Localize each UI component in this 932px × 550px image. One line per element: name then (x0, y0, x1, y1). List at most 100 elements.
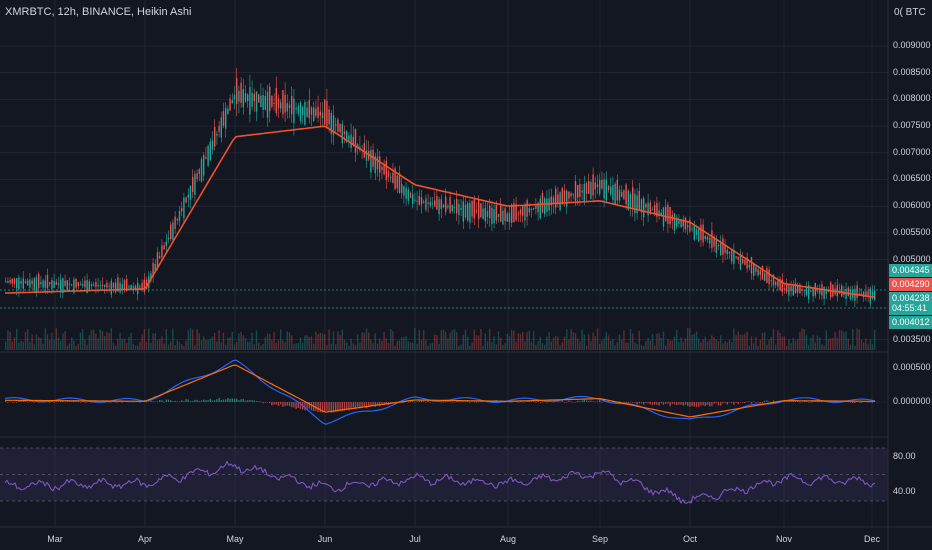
volume-bar (317, 334, 319, 350)
candle-body (282, 90, 284, 115)
candle-body (374, 156, 376, 173)
candle-body (599, 180, 601, 194)
candle-body (319, 111, 321, 116)
macd-histogram-bar (7, 402, 9, 403)
rsi-panel (0, 447, 888, 505)
volume-bar (220, 341, 222, 350)
candle-body (247, 94, 249, 102)
volume-bar (478, 335, 480, 350)
candle-body (669, 207, 671, 225)
candle-body (757, 269, 759, 276)
candle-body (115, 282, 117, 292)
candle-body (271, 95, 273, 107)
volume-bar (130, 332, 132, 350)
candle-body (636, 195, 638, 214)
candle-body (291, 96, 293, 115)
candle-body (249, 87, 251, 115)
candle-body (871, 291, 874, 299)
volume-bar (16, 328, 18, 350)
volume-bar (526, 332, 528, 350)
volume-bar (632, 333, 634, 350)
candle-body (680, 220, 682, 228)
currency-code: BTC (905, 7, 926, 18)
macd-histogram-bar (192, 401, 194, 402)
volume-bar (288, 332, 291, 350)
volume-bar (350, 338, 352, 350)
candle-body (768, 269, 770, 285)
volume-bar (854, 345, 856, 350)
volume-bar (786, 345, 788, 350)
macd-histogram-bar (420, 400, 423, 402)
volume-bar (836, 337, 838, 350)
volume-bar (368, 332, 370, 350)
volume-bar (51, 332, 53, 350)
macd-histogram-bar (269, 402, 271, 404)
macd-histogram-bar (673, 402, 676, 405)
volume-bar (671, 340, 673, 350)
volume-bar (266, 333, 269, 350)
candle-body (238, 90, 240, 102)
volume-bar (436, 335, 438, 350)
macd-histogram-bar (271, 402, 273, 406)
volume-bar (137, 345, 139, 350)
candle-body (570, 193, 572, 197)
rsi-line (4, 460, 876, 505)
candle-body (638, 191, 640, 211)
volume-bar (792, 337, 794, 350)
macd-histogram-bar (381, 402, 383, 404)
candle-body (566, 190, 568, 207)
volume-bar (315, 331, 317, 350)
macd-histogram-bar (530, 401, 533, 402)
macd-histogram-bar (797, 400, 799, 402)
candle-body (431, 203, 434, 205)
candle-body (381, 166, 383, 170)
volume-bar (275, 342, 277, 350)
macd-histogram-bar (524, 401, 526, 403)
macd-histogram-bar (728, 402, 731, 403)
candle-body (277, 98, 280, 108)
volume-bar (398, 340, 401, 350)
macd-histogram-bar (469, 402, 471, 403)
volume-bar (299, 337, 302, 350)
candle-body (874, 290, 876, 300)
volume-bar (405, 336, 407, 350)
macd-histogram-bar (750, 402, 753, 404)
volume-bar (654, 345, 656, 350)
candle-body (812, 287, 814, 297)
candle-body (335, 124, 337, 126)
candle-body (244, 93, 247, 102)
macd-histogram-bar (755, 402, 757, 403)
price-tick-1: 0.008500 (893, 66, 931, 77)
volume-bar (132, 344, 134, 350)
candle-body (324, 99, 326, 125)
volume-bar (62, 333, 64, 350)
macd-histogram-bar (559, 401, 561, 403)
volume-bar (689, 328, 691, 350)
macd-histogram-bar (449, 401, 451, 403)
candle-body (447, 205, 449, 208)
candle-body (651, 209, 654, 211)
candle-body (462, 201, 464, 222)
candle-body (825, 289, 827, 295)
macd-histogram-bar (794, 400, 797, 402)
candle-body (152, 262, 154, 277)
volume-bar (636, 344, 638, 350)
volume-bar (291, 335, 293, 350)
candle-body (60, 279, 62, 292)
candle-body (766, 267, 768, 283)
macd-histogram-bar (706, 402, 709, 406)
volume-bar (412, 342, 414, 350)
macd-histogram-bar (260, 401, 262, 403)
time-tick-jun: Jun (317, 534, 333, 544)
volume-bar (306, 335, 308, 350)
candle-body (27, 280, 29, 286)
candle-body (304, 101, 306, 125)
volume-bar (392, 331, 394, 350)
candle-body (724, 245, 726, 253)
volume-bar (240, 331, 242, 350)
macd-histogram-bar (577, 400, 579, 402)
macd-histogram-bar (660, 402, 662, 404)
candle-body (365, 150, 368, 161)
candle-body (627, 190, 629, 210)
candle-body (185, 197, 187, 203)
